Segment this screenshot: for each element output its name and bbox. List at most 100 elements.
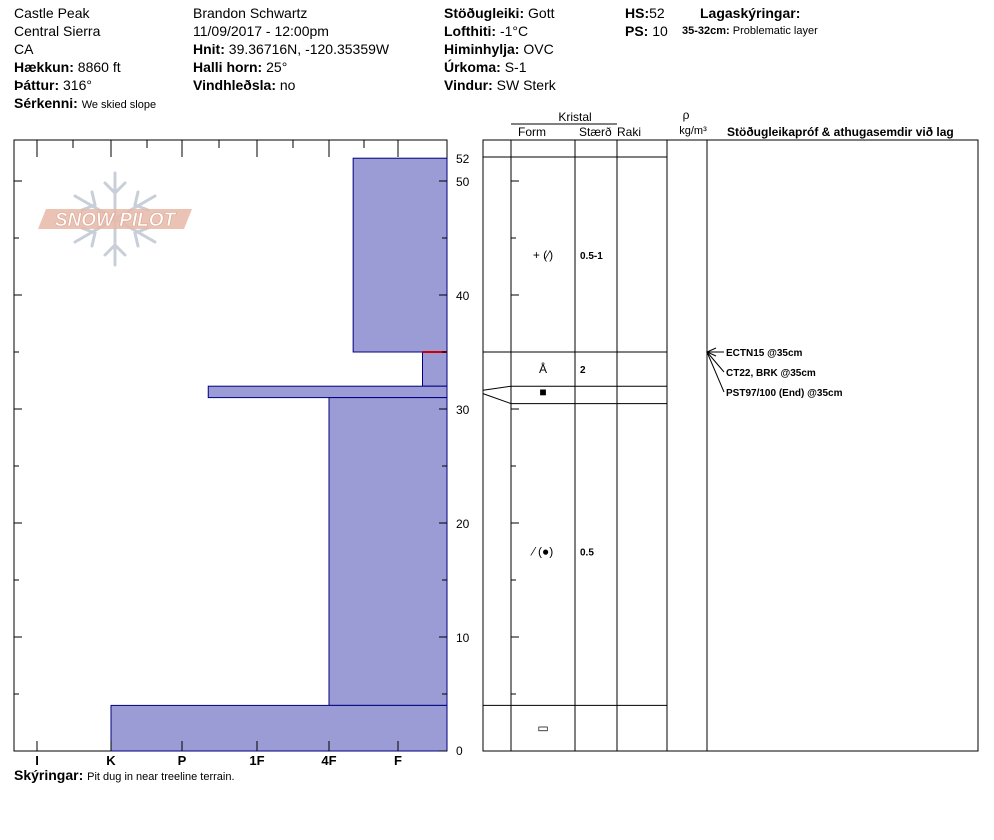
form-header: Form: [518, 125, 546, 139]
ps: 10: [652, 23, 668, 39]
stability-row: Stöðugleiki: Gott: [444, 4, 556, 22]
layer-grain-form: ▭: [537, 721, 548, 735]
coords: 39.36716N, -120.35359W: [228, 41, 390, 57]
precip-row: Úrkoma: S-1: [444, 58, 556, 76]
snowpilot-logo: SNOW PILOT: [38, 171, 192, 267]
aspect-row: Þáttur: 316°: [14, 76, 156, 94]
stability-tests: ECTN15 @35cm CT22, BRK @35cm PST97/100 (En…: [705, 347, 843, 399]
density-header: kg/m³: [679, 125, 707, 137]
hardness-layer-bar: [110, 704, 448, 752]
coords-label: Hnit:: [193, 41, 225, 57]
hs-label: HS:: [625, 5, 650, 21]
layer-table-frame: [482, 139, 979, 752]
layer-grain-form: ⁄ (●): [530, 545, 554, 559]
wind-loading-row: Vindhleðsla: no: [193, 76, 389, 94]
slope: 25°: [266, 59, 288, 75]
layer-grain-form: + (⁄): [533, 248, 553, 262]
air-temp-label: Lofthiti:: [444, 23, 497, 39]
hardness-layer-bar: [207, 385, 448, 399]
sky-row: Himinhylja: OVC: [444, 40, 556, 58]
test-pointer: [706, 351, 725, 393]
wind-loading: no: [279, 77, 296, 93]
hs-row: HS:52: [625, 4, 668, 22]
slope-row: Halli horn: 25°: [193, 58, 389, 76]
stability-test-result: ECTN15 @35cm: [726, 348, 803, 359]
hardness-layer-bar: [422, 351, 448, 387]
header-col4: HS:52 PS: 10: [625, 4, 668, 40]
header-col3: Stöðugleiki: Gott Lofthiti: -1°C Himinhy…: [444, 4, 556, 94]
hardness-layer-bar: [352, 157, 448, 353]
layer-grain-form: ■: [539, 385, 546, 399]
hardness-tick-label: K: [106, 753, 116, 768]
coords-row: Hnit: 39.36716N, -120.35359W: [193, 40, 389, 58]
depth-tick-label: 50: [456, 175, 470, 189]
layer-connector: [482, 385, 512, 391]
stability-label: Stöðugleiki:: [444, 5, 525, 21]
ps-row: PS: 10: [625, 22, 668, 40]
rho-header: ρ: [683, 108, 690, 122]
sky-label: Himinhylja:: [444, 41, 520, 57]
aspect: 316°: [63, 77, 92, 93]
hardness-tick-label: P: [178, 753, 187, 768]
slope-label: Halli horn:: [193, 59, 263, 75]
test-arrow-icon: [705, 347, 717, 357]
hs: 52: [649, 5, 665, 21]
footer-label: Skýringar:: [14, 767, 84, 783]
wind-loading-label: Vindhleðsla:: [193, 77, 276, 93]
footer-text: Pit dug in near treeline terrain.: [87, 771, 235, 783]
hardness-tick-label: F: [394, 753, 402, 768]
crystal-header: Kristal: [558, 110, 591, 124]
depth-axis: 0 10 20 30 40 50 52: [14, 152, 470, 758]
moisture-header: Raki: [617, 125, 641, 139]
hardness-layers: [110, 157, 448, 752]
ps-label: PS:: [625, 23, 649, 39]
range: Central Sierra: [14, 23, 101, 39]
layer-table-rows: + (⁄) 0.5-1 Å 2 ■ ⁄ (●) 0.5 ▭: [482, 248, 667, 735]
elevation: 8860 ft: [77, 59, 121, 75]
stability-test-result: PST97/100 (End) @35cm: [726, 388, 843, 399]
header-col2: Brandon Schwartz 11/09/2017 - 12:00pm Hn…: [193, 4, 389, 94]
tests-header: Stöðugleikapróf & athugasemdir við lag: [727, 125, 954, 139]
stability-test-result: CT22, BRK @35cm: [726, 368, 816, 379]
layer-grain-form: Å: [539, 361, 547, 376]
legend-title: Lagaskýringar:: [700, 5, 801, 21]
legend-text: Problematic layer: [732, 25, 818, 37]
layer-grain-size: 0.5-1: [580, 251, 603, 262]
hardness-layer-bar: [328, 397, 448, 706]
depth-tick-label: 20: [456, 517, 470, 531]
header-col1: Castle Peak Central Sierra CA Hækkun: 88…: [14, 4, 156, 114]
air-temp-row: Lofthiti: -1°C: [444, 22, 556, 40]
layer-grain-size: 2: [580, 365, 586, 376]
depth-tick-label: 30: [456, 403, 470, 417]
logo-banner: [38, 209, 192, 229]
elevation-label: Hækkun:: [14, 59, 74, 75]
state: CA: [14, 41, 34, 57]
legend-row: 35-32cm: Problematic layer: [682, 22, 818, 40]
datetime: 11/09/2017 - 12:00pm: [193, 23, 329, 39]
aspect-label: Þáttur:: [14, 77, 60, 93]
precip-label: Úrkoma:: [444, 59, 501, 75]
depth-tick-label: 52: [456, 152, 470, 166]
observer: Brandon Schwartz: [193, 5, 308, 21]
legend: Lagaskýringar: 35-32cm: Problematic laye…: [682, 4, 818, 40]
sky: OVC: [523, 41, 554, 57]
air-temp: -1°C: [499, 23, 529, 39]
hardness-tick-label: 1F: [249, 753, 264, 768]
layer-connector: [482, 393, 512, 405]
wind-label: Vindur:: [444, 77, 493, 93]
hardness-axis: I K P 1F 4F F: [35, 140, 402, 768]
depth-tick-label: 10: [456, 631, 470, 645]
hardness-tick-label: 4F: [321, 753, 336, 768]
footer: Skýringar: Pit dug in near treeline terr…: [14, 766, 235, 786]
depth-tick-label: 0: [456, 744, 463, 758]
location: Castle Peak: [14, 5, 90, 21]
test-pointer: [706, 351, 725, 373]
precip: S-1: [504, 59, 527, 75]
features-label: Sérkenni:: [14, 95, 78, 111]
features: We skied slope: [81, 99, 157, 111]
size-header: Stærð: [579, 125, 612, 139]
legend-range: 35-32cm:: [682, 25, 730, 37]
table-depth-ticks: [511, 180, 519, 695]
features-row: Sérkenni: We skied slope: [14, 94, 156, 114]
